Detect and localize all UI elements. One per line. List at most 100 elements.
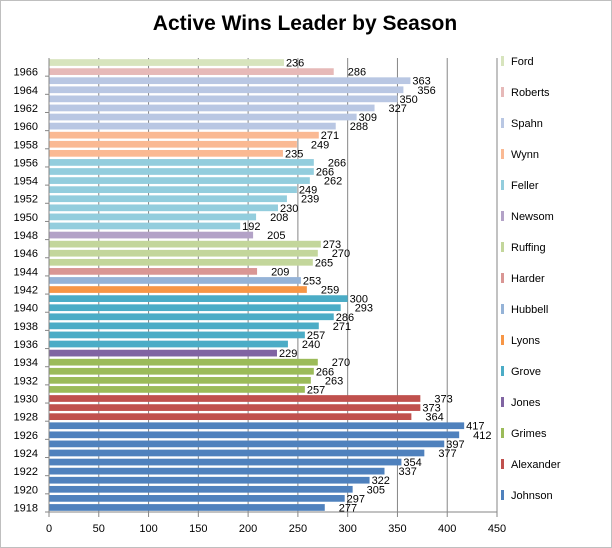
data-label: 286 bbox=[348, 67, 366, 79]
data-label: 350 bbox=[399, 94, 417, 106]
legend-swatch bbox=[501, 428, 504, 438]
bar bbox=[49, 131, 319, 139]
data-label: 277 bbox=[339, 502, 357, 514]
y-tick-label: 1932 bbox=[14, 375, 38, 387]
data-label: 209 bbox=[271, 266, 289, 278]
data-label: 265 bbox=[315, 257, 333, 269]
bar bbox=[49, 104, 375, 112]
bar bbox=[49, 458, 402, 466]
bar bbox=[49, 268, 258, 275]
data-label: 412 bbox=[473, 430, 491, 442]
data-label: 271 bbox=[321, 130, 339, 142]
bar bbox=[49, 476, 370, 484]
bar bbox=[49, 77, 411, 85]
y-tick-label: 1966 bbox=[14, 67, 38, 79]
bar bbox=[49, 231, 254, 239]
legend-swatch bbox=[501, 490, 504, 500]
data-label: 253 bbox=[303, 275, 321, 287]
x-tick-label: 100 bbox=[139, 523, 157, 535]
bar bbox=[49, 295, 348, 302]
data-label: 300 bbox=[350, 294, 368, 306]
y-tick-label: 1944 bbox=[14, 266, 38, 278]
data-label: 297 bbox=[347, 493, 365, 505]
bar bbox=[49, 113, 357, 121]
x-tick-label: 0 bbox=[46, 523, 52, 535]
data-label: 271 bbox=[333, 321, 351, 333]
y-tick-label: 1938 bbox=[14, 321, 38, 333]
data-label: 208 bbox=[270, 212, 288, 224]
x-tick-label: 300 bbox=[338, 523, 356, 535]
data-label: 309 bbox=[359, 112, 377, 124]
legend-label: Harder bbox=[511, 273, 545, 285]
legend-swatch bbox=[501, 273, 504, 283]
bar bbox=[49, 86, 404, 94]
y-tick-label: 1924 bbox=[14, 448, 38, 460]
data-label: 263 bbox=[325, 375, 343, 387]
x-tick-label: 200 bbox=[239, 523, 257, 535]
data-label: 322 bbox=[372, 475, 390, 487]
bar bbox=[49, 395, 421, 402]
legend-swatch bbox=[501, 149, 504, 159]
data-label: 417 bbox=[466, 421, 484, 433]
legend-label: Jones bbox=[511, 397, 541, 409]
bar bbox=[49, 304, 341, 312]
bar bbox=[49, 186, 297, 194]
y-tick-label: 1936 bbox=[14, 339, 38, 351]
bar bbox=[49, 204, 278, 212]
y-tick-label: 1918 bbox=[14, 502, 38, 514]
legend-swatch bbox=[501, 335, 504, 345]
data-label: 293 bbox=[355, 303, 373, 315]
bar bbox=[49, 240, 321, 248]
legend-swatch bbox=[501, 304, 504, 314]
legend: Ford Roberts Spahn Wynn Feller Newsom Ruffing H… bbox=[501, 56, 561, 502]
legend-swatch bbox=[501, 56, 504, 66]
legend-label: Ford bbox=[511, 56, 534, 68]
bar bbox=[49, 367, 314, 375]
y-tick-label: 1948 bbox=[14, 230, 38, 242]
legend-swatch bbox=[501, 397, 504, 407]
data-label: 286 bbox=[336, 312, 354, 324]
legend-label: Grimes bbox=[511, 428, 547, 440]
bar bbox=[49, 140, 297, 148]
legend-swatch bbox=[501, 87, 504, 97]
data-label: 364 bbox=[425, 412, 443, 424]
y-tick-label: 1962 bbox=[14, 103, 38, 115]
legend-label: Newsom bbox=[511, 211, 554, 223]
legend-label: Johnson bbox=[511, 490, 553, 502]
y-tick-label: 1930 bbox=[14, 394, 38, 406]
data-label: 266 bbox=[316, 167, 334, 179]
data-label: 305 bbox=[367, 484, 385, 496]
bar bbox=[49, 195, 287, 203]
bar bbox=[49, 95, 398, 103]
data-label: 354 bbox=[403, 457, 421, 469]
data-label: 230 bbox=[280, 203, 298, 215]
bar bbox=[49, 386, 305, 393]
data-label: 266 bbox=[316, 366, 334, 378]
legend-label: Lyons bbox=[511, 335, 540, 347]
legend-label: Wynn bbox=[511, 149, 539, 161]
x-tick-label: 450 bbox=[488, 523, 506, 535]
bar bbox=[49, 68, 334, 75]
bar bbox=[49, 177, 310, 184]
bar bbox=[49, 249, 318, 257]
data-label: 288 bbox=[350, 121, 368, 133]
y-tick-label: 1920 bbox=[14, 484, 38, 496]
y-tick-label: 1960 bbox=[14, 121, 38, 133]
data-label: 249 bbox=[311, 139, 329, 151]
y-tick-label: 1958 bbox=[14, 139, 38, 151]
data-label: 259 bbox=[321, 285, 339, 297]
bar bbox=[49, 59, 284, 66]
y-tick-label: 1952 bbox=[14, 194, 38, 206]
legend-label: Ruffing bbox=[511, 242, 546, 254]
data-label: 337 bbox=[399, 466, 417, 478]
bar bbox=[49, 422, 465, 430]
bar bbox=[49, 404, 421, 411]
bar bbox=[49, 340, 288, 348]
bar bbox=[49, 376, 311, 384]
data-label: 262 bbox=[324, 176, 342, 188]
y-tick-label: 1940 bbox=[14, 303, 38, 315]
legend-label: Grove bbox=[511, 366, 541, 378]
bar bbox=[49, 149, 283, 157]
bar bbox=[49, 331, 305, 339]
